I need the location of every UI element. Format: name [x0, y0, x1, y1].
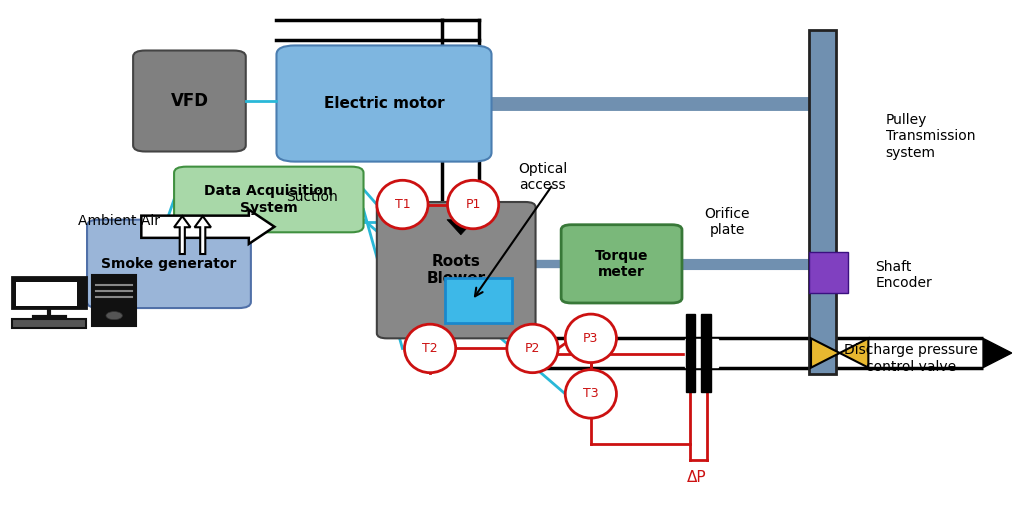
FancyArrow shape [174, 216, 190, 254]
FancyBboxPatch shape [133, 50, 246, 152]
Bar [685, 339, 718, 367]
Bar [16, 282, 77, 306]
Bar [12, 277, 86, 308]
Text: ΔP: ΔP [686, 470, 707, 485]
Bar [809, 252, 848, 293]
Text: Orifice
plate: Orifice plate [705, 207, 750, 237]
Bar [809, 30, 836, 374]
Bar [686, 314, 695, 392]
Polygon shape [840, 338, 868, 368]
Text: T2: T2 [422, 342, 438, 355]
Text: Suction: Suction [286, 190, 338, 204]
Text: Electric motor: Electric motor [324, 96, 444, 111]
Text: Optical
access: Optical access [518, 162, 567, 192]
Text: P1: P1 [465, 198, 481, 211]
Text: Smoke generator: Smoke generator [101, 257, 237, 271]
FancyArrow shape [141, 210, 274, 244]
FancyBboxPatch shape [87, 220, 251, 308]
Ellipse shape [565, 370, 616, 418]
Bar [445, 278, 512, 323]
Text: VFD: VFD [170, 92, 209, 110]
Text: T1: T1 [394, 198, 411, 211]
Ellipse shape [565, 314, 616, 363]
Polygon shape [811, 338, 840, 368]
FancyBboxPatch shape [561, 225, 682, 303]
Bar [12, 319, 86, 328]
Text: P3: P3 [583, 332, 599, 345]
Polygon shape [983, 338, 1012, 368]
Ellipse shape [507, 324, 558, 373]
Text: Data Acquisition
System: Data Acquisition System [205, 184, 333, 215]
Bar [92, 275, 136, 326]
Text: Shaft
Encoder: Shaft Encoder [876, 260, 932, 290]
Circle shape [105, 312, 123, 320]
Ellipse shape [377, 180, 428, 229]
Text: P2: P2 [524, 342, 541, 355]
Bar [701, 314, 711, 392]
Text: Torque
meter: Torque meter [595, 249, 648, 279]
FancyArrow shape [446, 197, 475, 235]
Text: Roots
Blower: Roots Blower [427, 254, 485, 286]
Text: Ambient Air: Ambient Air [78, 214, 160, 228]
Ellipse shape [404, 324, 456, 373]
FancyArrow shape [195, 216, 211, 254]
Text: Discharge pressure
control valve: Discharge pressure control valve [845, 343, 978, 374]
Ellipse shape [447, 180, 499, 229]
FancyBboxPatch shape [377, 202, 536, 338]
Text: Pulley
Transmission
system: Pulley Transmission system [886, 113, 975, 160]
FancyBboxPatch shape [174, 167, 364, 232]
Text: T3: T3 [583, 387, 599, 400]
FancyBboxPatch shape [276, 45, 492, 162]
